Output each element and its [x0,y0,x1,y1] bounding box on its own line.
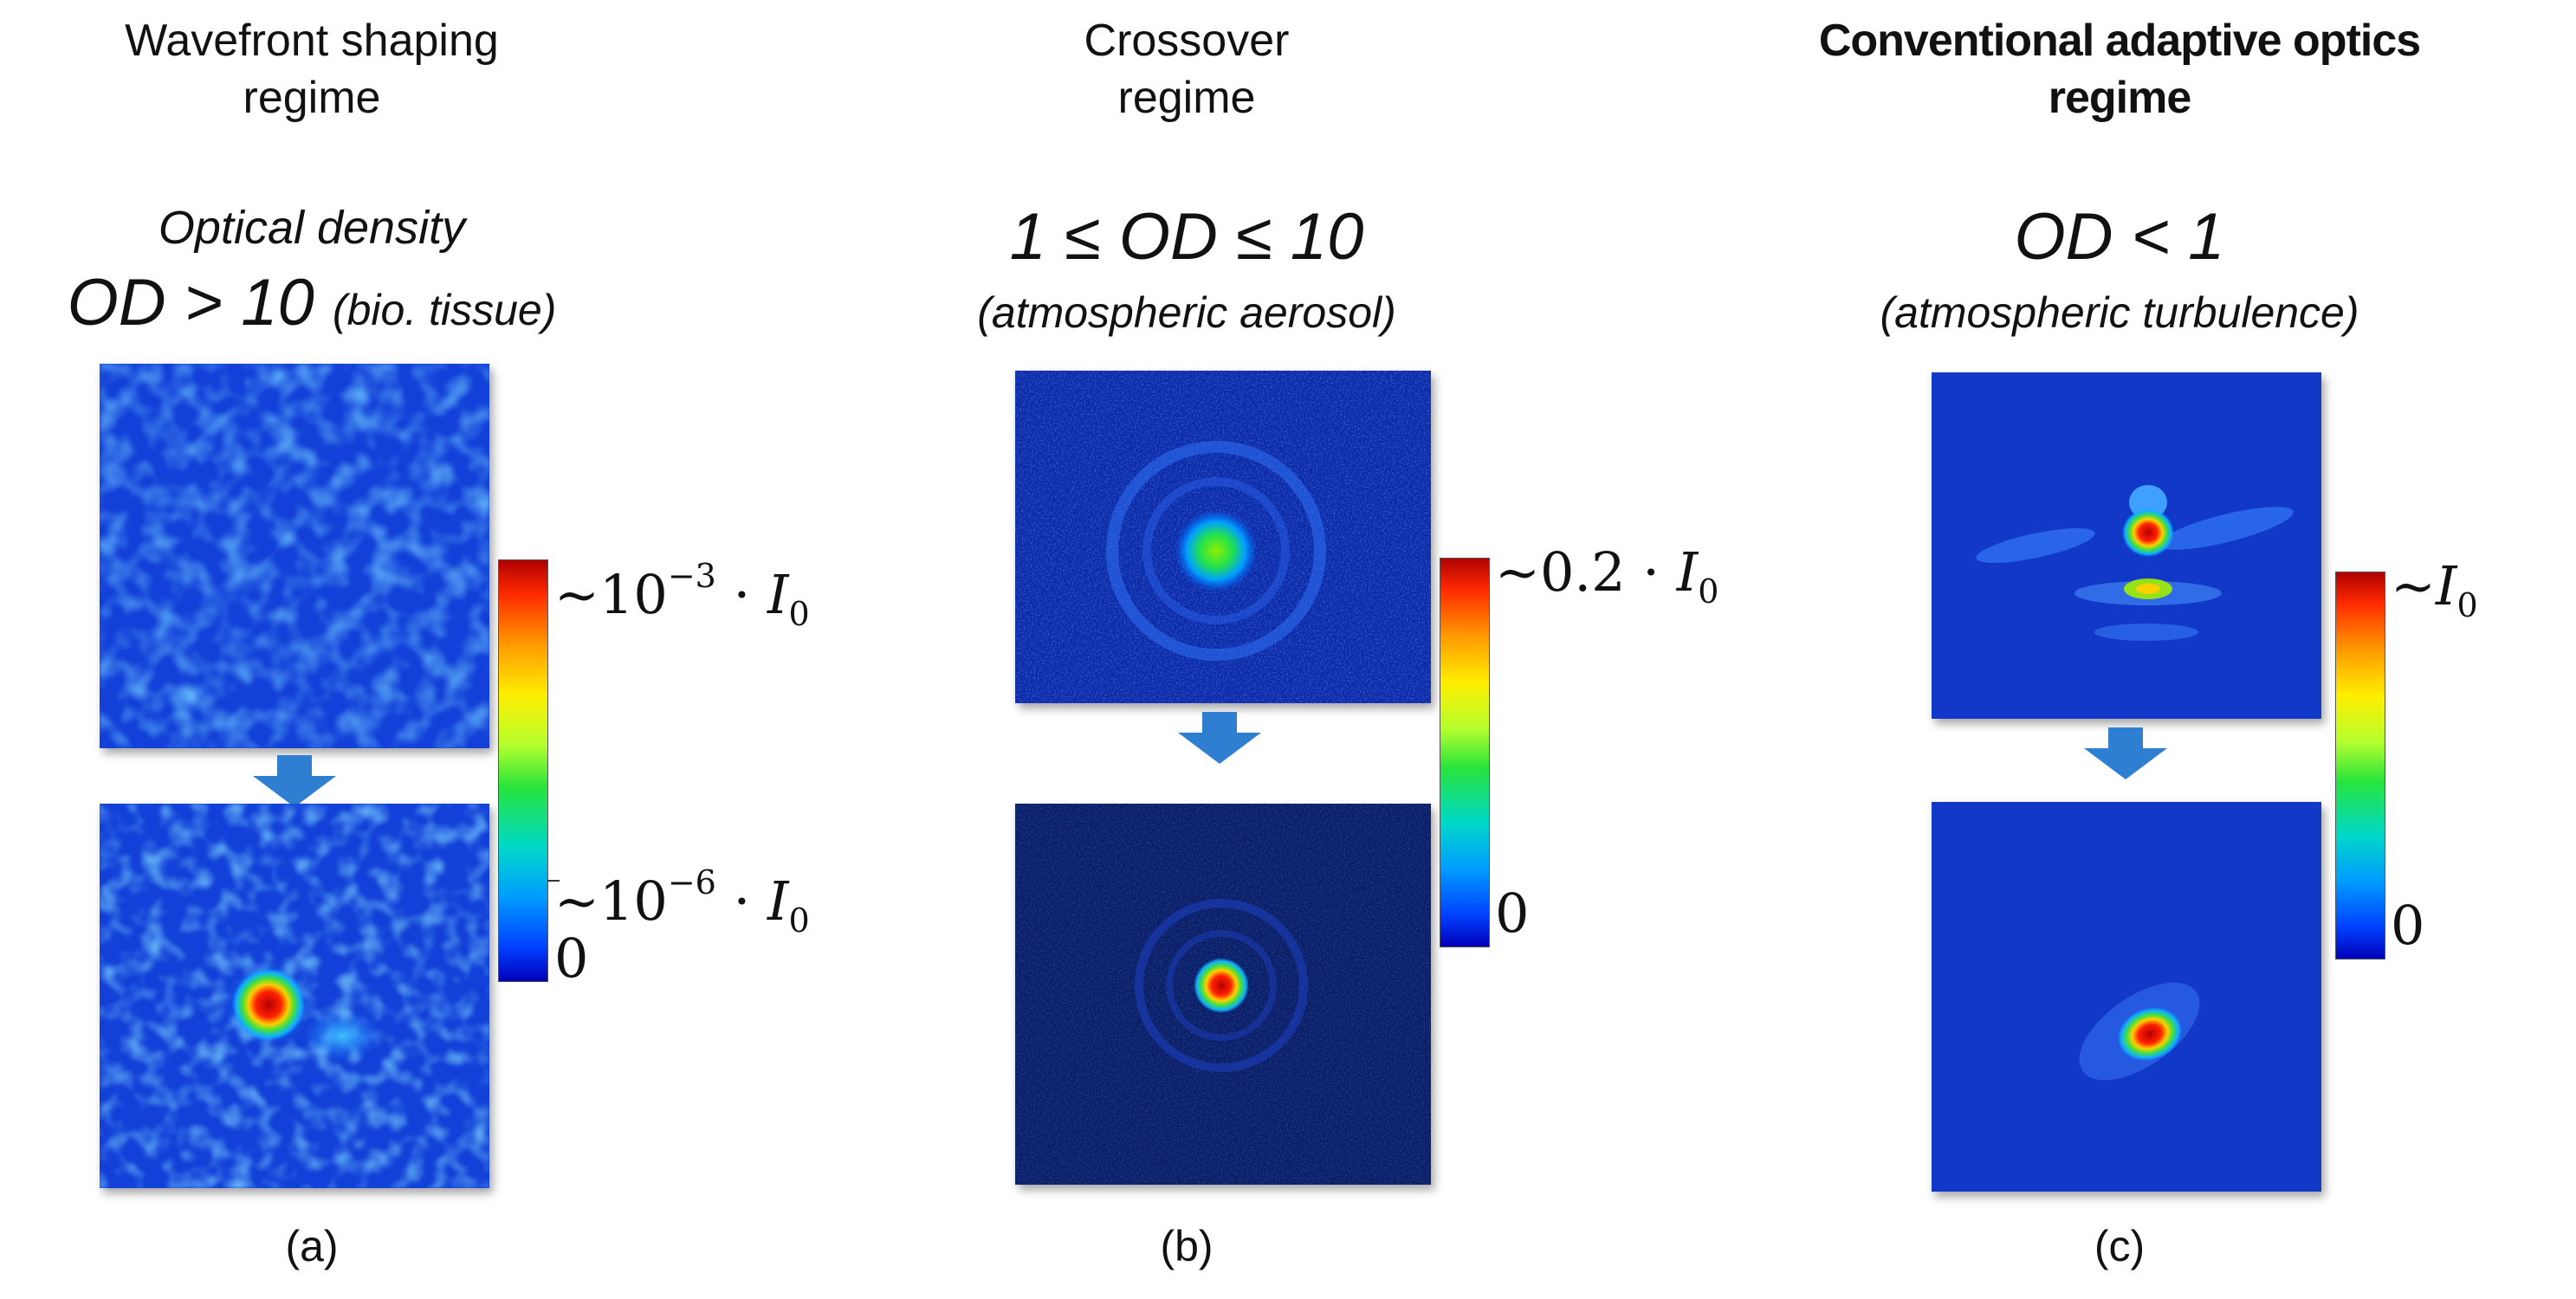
intensity-symbol: I [1676,540,1699,604]
colorbar-top-label: ~I0 [2391,556,2478,636]
colorbar-top-text: ~0.2 · [1495,540,1677,604]
colorbar-bottom-label: 0 [2391,894,2425,957]
intensity-subscript: 0 [1698,572,1719,611]
od-note: (atmospheric aerosol) [977,288,1396,337]
speckle-before-image [100,364,489,748]
colorbar-top-exp: −3 [667,557,716,595]
turbulence-before-image [1932,372,2321,719]
aerosol-before-image [1015,371,1431,703]
panel-a: Wavefront shaping regime Optical density… [0,0,810,1299]
colorbar-bottom-label: 0 [1495,882,1530,945]
regime-title-line1: Crossover [1084,16,1290,66]
intensity-symbol: I [2435,554,2457,617]
colorbar-c [2335,572,2385,960]
od-note: (atmospheric turbulence) [1880,288,2359,337]
density-label: Optical density [158,202,466,254]
od-condition: OD < 1 [2014,200,2225,274]
colorbar-top-text: ~10 [554,563,668,626]
down-arrow-icon [253,755,336,807]
colorbar-tick [547,880,560,882]
colorbar-bottom-label: 0 [554,927,589,990]
colorbar-b [1440,558,1490,947]
regime-title: Conventional adaptive optics regime [1724,12,2515,126]
intensity-subscript: 0 [788,595,810,633]
od-condition: 1 ≤ OD ≤ 10 [1009,200,1364,274]
regime-title: Wavefront shaping regime [0,12,624,126]
intensity-symbol: I [767,563,789,626]
intensity-subscript: 0 [788,902,810,940]
colorbar-top-text: ~ [2391,554,2436,617]
regime-title-line1: Wavefront shaping [125,16,499,66]
regime-title-line2: regime [2048,73,2192,123]
colorbar-mid-text: ~10 [554,869,668,933]
colorbar-top-label: ~10−3 · I0 [554,557,810,633]
turbulence-after-image [1932,802,2321,1192]
panel-b: Crossover regime 1 ≤ OD ≤ 10 (atmospheri… [918,0,1718,1299]
od-condition: OD > 10 (bio. tissue) [0,265,624,340]
regime-title-line2: regime [1117,73,1256,123]
colorbar-top-label: ~0.2 · I0 [1495,542,1718,622]
caption-c: (c) [2094,1222,2146,1270]
down-arrow-icon [1178,712,1261,764]
panel-c: Conventional adaptive optics regime OD <… [1784,0,2576,1299]
speckle-after-image [100,804,489,1188]
regime-title: Crossover regime [883,12,1490,126]
colorbar-mid-label: ~10−6 · I0 [554,863,810,940]
intensity-subscript: 0 [2456,586,2478,624]
colorbar-a [498,559,548,982]
regime-title-line1: Conventional adaptive optics [1818,16,2421,66]
caption-b: (b) [1160,1222,1214,1270]
od-main: OD > 10 [67,266,314,339]
colorbar-mid-exp: −6 [667,863,716,902]
intensity-symbol: I [767,869,789,933]
caption-a: (a) [285,1222,339,1270]
regime-title-line2: regime [243,73,381,123]
od-note: (bio. tissue) [332,286,557,334]
down-arrow-icon [2084,727,2167,779]
aerosol-after-image [1015,804,1431,1185]
